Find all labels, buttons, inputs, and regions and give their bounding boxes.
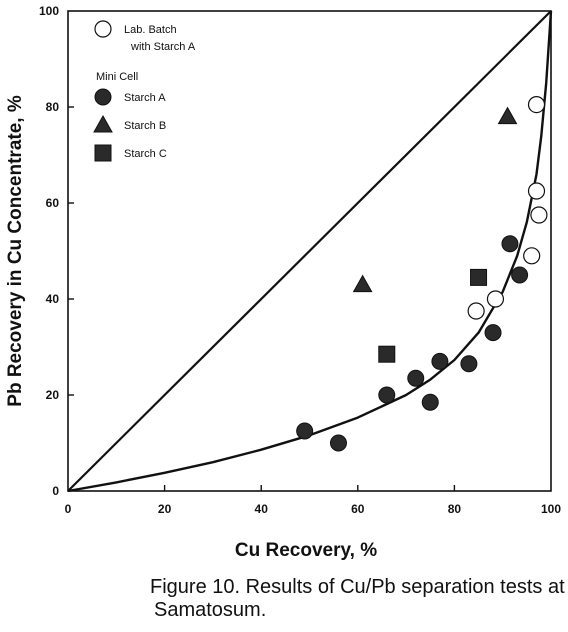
- legend: Lab. Batch with Starch A Mini Cell Starch A…: [93, 20, 196, 162]
- legend-label-lab-line-1: Lab. Batch: [124, 24, 177, 36]
- data-point: [352, 274, 373, 293]
- open-circle-marker: [527, 182, 546, 200]
- x-tick-label: 40: [255, 502, 269, 516]
- filled-circle-marker: [431, 352, 449, 370]
- legend-label: Starch C: [124, 148, 167, 160]
- data-point: [431, 352, 449, 370]
- data-point: [407, 369, 425, 387]
- open-circle-marker: [530, 206, 548, 224]
- x-tick-label: 60: [351, 502, 365, 516]
- filled-circle-marker: [378, 386, 396, 404]
- data-point: [421, 393, 439, 411]
- x-axis-title: Cu Recovery, %: [235, 540, 377, 560]
- data-point: [378, 345, 396, 363]
- x-tick-label: 100: [541, 502, 561, 516]
- x-tick-label: 80: [448, 502, 462, 516]
- plot-area: 0 20 40 60 80 100 0 20 40 60 80 100 Lab. Batch with S…: [39, 4, 561, 516]
- series-starch-a: [296, 235, 529, 452]
- data-point: [378, 386, 396, 404]
- fitted-curve: [67, 10, 553, 493]
- data-point: [527, 182, 546, 200]
- legend-label: Starch A: [124, 92, 166, 104]
- filled-circle-marker: [421, 393, 439, 411]
- filled-circle-marker: [484, 324, 502, 342]
- open-circle-marker: [523, 247, 541, 265]
- y-tick-label: 60: [46, 196, 60, 210]
- legend-marker: [94, 144, 112, 162]
- legend-label-lab-line-2: with Starch A: [130, 41, 196, 53]
- data-point: [484, 324, 502, 342]
- y-tick-label: 40: [46, 292, 60, 306]
- data-point: [460, 355, 478, 373]
- chart: 0 20 40 60 80 100 0 20 40 60 80 100 Lab. Batch with S…: [5, 4, 561, 560]
- data-point: [470, 268, 488, 286]
- data-point: [497, 106, 518, 125]
- filled-circle-marker: [329, 434, 347, 452]
- series-lab-batch-with-starch-a: [467, 95, 548, 320]
- filled-circle-marker: [511, 266, 529, 284]
- caption-line-1: Figure 10. Results of Cu/Pb separation t…: [150, 576, 565, 598]
- plot-frame: [67, 10, 552, 492]
- open-circle-marker: [527, 95, 546, 114]
- caption-line-2: Samatosum.: [154, 599, 267, 621]
- square-marker: [470, 268, 488, 286]
- triangle-marker: [352, 274, 373, 293]
- x-tick-label: 0: [65, 502, 72, 516]
- data-point: [467, 302, 485, 320]
- reference-line: [67, 10, 552, 492]
- data-point: [530, 206, 548, 224]
- square-marker: [378, 345, 396, 363]
- data-point: [329, 434, 347, 452]
- legend-marker: [94, 88, 112, 106]
- data-point: [501, 235, 519, 253]
- data-point: [511, 266, 529, 284]
- legend-group-title: Mini Cell: [96, 71, 138, 83]
- data-point: [296, 422, 314, 440]
- figure-caption: Figure 10. Results of Cu/Pb separation t…: [150, 576, 568, 622]
- data-point: [486, 290, 505, 308]
- triangle-marker: [93, 114, 113, 133]
- x-tick-label: 20: [158, 502, 172, 516]
- filled-circle-marker: [501, 235, 519, 253]
- legend-label: Starch B: [124, 120, 166, 132]
- y-axis-title: Pb Recovery in Cu Concentrate, %: [5, 95, 26, 407]
- legend-marker: [93, 114, 113, 133]
- filled-circle-marker: [296, 422, 314, 440]
- open-circle-marker: [94, 20, 112, 38]
- square-marker: [94, 144, 112, 162]
- data-point: [523, 247, 541, 265]
- y-tick-label: 80: [46, 100, 60, 114]
- series-starch-b: [352, 106, 518, 293]
- filled-circle-marker: [94, 88, 112, 106]
- y-tick-label: 20: [46, 388, 60, 402]
- legend-marker-lab-batch: [94, 20, 112, 38]
- y-tick-label: 0: [52, 484, 59, 498]
- open-circle-marker: [467, 302, 485, 320]
- open-circle-marker: [486, 290, 505, 308]
- data-point: [527, 95, 546, 114]
- series-starch-c: [378, 268, 488, 363]
- filled-circle-marker: [460, 355, 478, 373]
- triangle-marker: [497, 106, 518, 125]
- y-tick-label: 100: [39, 4, 59, 18]
- filled-circle-marker: [407, 369, 425, 387]
